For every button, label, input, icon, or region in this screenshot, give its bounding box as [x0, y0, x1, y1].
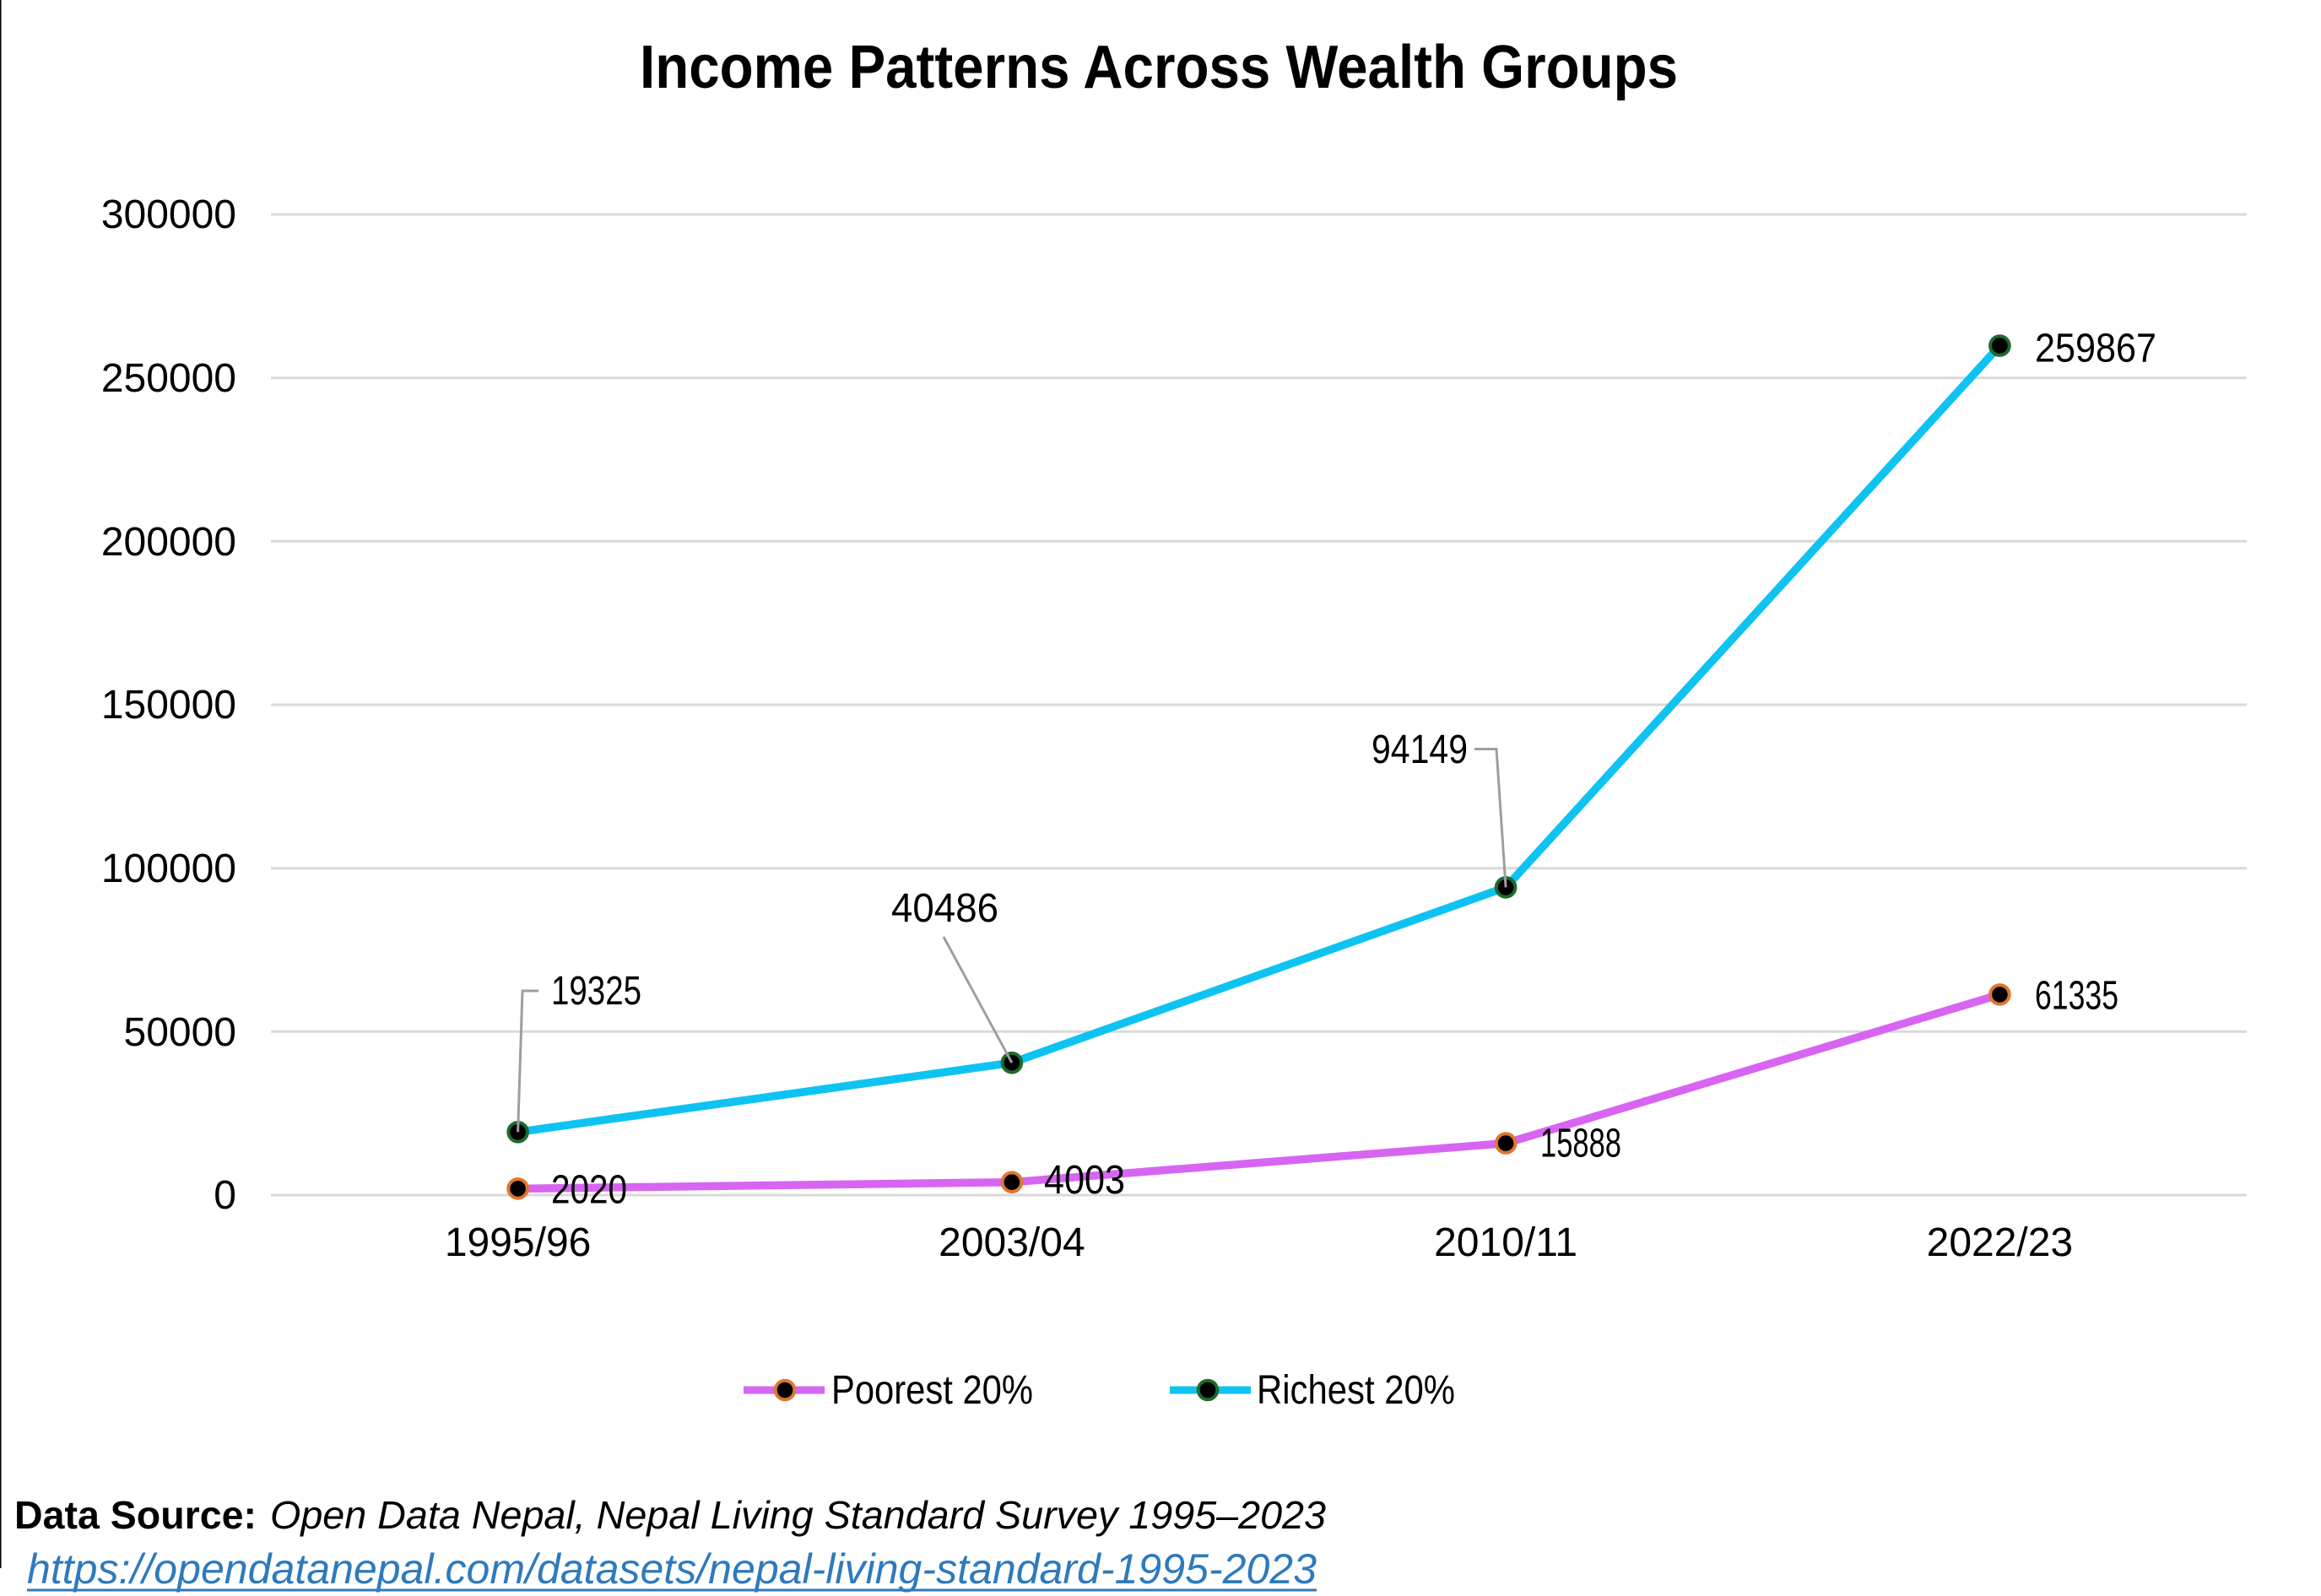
svg-text:4003: 4003 [1044, 1158, 1125, 1203]
svg-text:0: 0 [214, 1173, 236, 1218]
svg-text:Richest 20%: Richest 20% [1257, 1368, 1455, 1413]
svg-text:200000: 200000 [101, 520, 236, 565]
svg-text:150000: 150000 [101, 683, 236, 728]
svg-text:100000: 100000 [101, 847, 236, 891]
svg-text:https://opendatanepal.com/data: https://opendatanepal.com/datasets/nepal… [27, 1545, 1317, 1593]
svg-text:250000: 250000 [101, 356, 236, 401]
svg-text:259867: 259867 [2035, 327, 2156, 371]
svg-text:1995/96: 1995/96 [445, 1220, 592, 1265]
svg-text:61335: 61335 [2035, 974, 2118, 1019]
svg-text:2020: 2020 [551, 1168, 627, 1213]
svg-text:40486: 40486 [891, 886, 998, 931]
svg-text:15888: 15888 [1540, 1122, 1621, 1166]
svg-text:Income Patterns Across Wealth: Income Patterns Across Wealth Groups [640, 34, 1678, 101]
svg-text:19325: 19325 [551, 969, 641, 1014]
svg-text:2022/23: 2022/23 [1927, 1220, 2074, 1265]
svg-text:2010/11: 2010/11 [1434, 1220, 1577, 1265]
svg-text:Data Source:: Data Source: [14, 1493, 257, 1537]
svg-text:2003/04: 2003/04 [939, 1220, 1085, 1265]
svg-text:50000: 50000 [124, 1010, 236, 1055]
svg-text:94149: 94149 [1372, 728, 1468, 772]
svg-text:Open Data Nepal, Nepal Living: Open Data Nepal, Nepal Living Standard S… [270, 1493, 1326, 1537]
svg-text:300000: 300000 [101, 192, 236, 237]
svg-text:Poorest 20%: Poorest 20% [831, 1368, 1033, 1413]
